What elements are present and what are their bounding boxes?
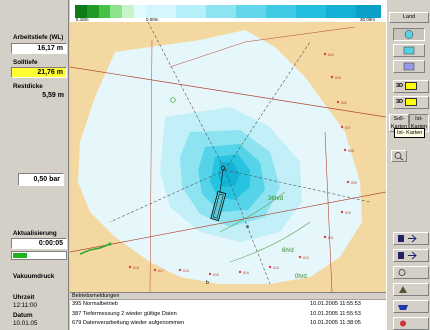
log-row-text: 387 Tiefermessung 2 wieder gültige Daten bbox=[72, 310, 177, 317]
ship-icon bbox=[398, 305, 408, 310]
water-icon bbox=[404, 30, 414, 39]
station-label: 608 bbox=[348, 149, 354, 153]
vacuum-label: Vakuumdruck bbox=[13, 273, 55, 280]
date-value: 10.01.05 bbox=[13, 320, 38, 327]
log-row-time: 10.01.2005 11:55:53 bbox=[310, 310, 361, 317]
station-label: 617 bbox=[158, 269, 164, 273]
target-icon bbox=[398, 269, 406, 276]
station-label: 618 bbox=[133, 266, 139, 270]
zoom-button[interactable] bbox=[391, 150, 407, 162]
3d-b-icon bbox=[404, 97, 417, 106]
nav-button-6[interactable] bbox=[393, 317, 429, 330]
map-icon bbox=[403, 46, 415, 55]
log-row[interactable]: 679 Datenverarbeitung wieder aufgenommen… bbox=[70, 319, 386, 329]
target-depth-label: Solltiefe bbox=[13, 59, 38, 66]
work-depth-value: 16,17 m bbox=[11, 43, 67, 54]
update-label: Aktualisierung bbox=[13, 230, 57, 237]
station-label: 614 bbox=[243, 271, 249, 275]
colorbar-min-label: 5.16m bbox=[76, 17, 89, 22]
land-button[interactable]: Land bbox=[389, 12, 429, 23]
station-label: 615 bbox=[213, 273, 219, 277]
depth-map[interactable]: 36h/d 6h/d 0h/d a b 604 605 606 607 608 … bbox=[70, 22, 386, 292]
arrow-right-icon bbox=[408, 234, 417, 243]
colorbar-max-label: 30.00m bbox=[360, 17, 375, 22]
3d-button[interactable]: 3D bbox=[393, 80, 429, 93]
marker-b: b bbox=[206, 280, 209, 286]
depth-colorbar: 5.16m 0.00m 30.00m bbox=[70, 0, 386, 22]
contour-label-2: 6h/d bbox=[282, 248, 294, 254]
zoom-icon bbox=[394, 152, 402, 159]
station-label: 604 bbox=[328, 53, 334, 57]
station-label: 616 bbox=[183, 269, 189, 273]
3d-button-b[interactable]: 3D bbox=[393, 96, 429, 109]
station-label: 613 bbox=[273, 266, 279, 270]
view-button-2[interactable] bbox=[393, 44, 425, 57]
update-progress bbox=[11, 251, 67, 260]
update-progress-fill bbox=[13, 253, 27, 258]
device-icon bbox=[398, 252, 404, 259]
dredge-vessel[interactable] bbox=[210, 190, 227, 222]
3d-button-label: 3D bbox=[396, 83, 404, 89]
nav-button-4[interactable] bbox=[393, 283, 429, 296]
left-panel: Arbeitstiefe (WL) 16,17 m Solltiefe 21,7… bbox=[0, 0, 69, 330]
alarm-icon bbox=[400, 320, 406, 327]
nav-button-5[interactable] bbox=[393, 300, 429, 313]
station-label: 610 bbox=[345, 211, 351, 215]
remaining-value: 5,59 m bbox=[11, 91, 67, 102]
update-value: 0:00:05 bbox=[11, 238, 67, 249]
work-depth-label: Arbeitstiefe (WL) bbox=[13, 34, 64, 41]
layer-icon bbox=[403, 62, 415, 71]
station-label: 606 bbox=[341, 101, 347, 105]
view-button-3[interactable] bbox=[393, 60, 425, 73]
3d-icon bbox=[404, 81, 417, 90]
colorbar-mid-label: 0.00m bbox=[146, 17, 159, 22]
log-row-text: 395 Normalbetrieb bbox=[72, 301, 119, 307]
log-row[interactable]: 395 Normalbetrieb 10.01.2005 11:55:53 bbox=[70, 300, 386, 310]
time-value: 12:11:00 bbox=[13, 302, 38, 309]
station-label: 609 bbox=[351, 181, 357, 185]
save-icon bbox=[398, 235, 404, 242]
station-label: 612 bbox=[303, 256, 309, 260]
tooltip: Ist- Karten bbox=[394, 128, 426, 138]
station-label: 611 bbox=[328, 236, 334, 240]
operations-log: Betriebsmeldungen 395 Normalbetrieb 10.0… bbox=[70, 292, 386, 330]
right-toolbar: Land 3D 3D Soll- Karten Ist- Karten bbox=[386, 0, 430, 330]
marker-a: a bbox=[246, 224, 249, 230]
log-row-text: 679 Datenverarbeitung wieder aufgenommen bbox=[72, 320, 185, 327]
contour-label-3: 0h/d bbox=[295, 274, 307, 280]
log-row-time: 10.01.2005 11:55:53 bbox=[310, 301, 361, 307]
nav-button-3[interactable] bbox=[393, 266, 429, 279]
log-row[interactable]: 387 Tiefermessung 2 wieder gültige Daten… bbox=[70, 310, 386, 320]
nav-button-1[interactable] bbox=[393, 232, 429, 245]
date-label: Datum bbox=[13, 312, 33, 319]
view-button-1[interactable] bbox=[393, 28, 425, 41]
tool-icon bbox=[399, 286, 407, 293]
target-depth-value: 21,76 m bbox=[11, 67, 67, 78]
log-header: Betriebsmeldungen bbox=[70, 293, 386, 300]
time-label: Uhrzeit bbox=[13, 294, 35, 301]
nav-button-2[interactable] bbox=[393, 249, 429, 262]
station-label: 607 bbox=[345, 126, 351, 130]
station-label: 605 bbox=[335, 76, 341, 80]
3d-button-b-label: 3D bbox=[396, 99, 404, 105]
log-row-time: 10.01.2005 11:38:05 bbox=[310, 320, 361, 327]
remaining-label: Restdicke bbox=[13, 83, 43, 90]
contour-label-1: 36h/d bbox=[268, 196, 283, 202]
pressure-value: 0,50 bar bbox=[18, 173, 64, 186]
arrow-right-icon bbox=[408, 251, 417, 260]
